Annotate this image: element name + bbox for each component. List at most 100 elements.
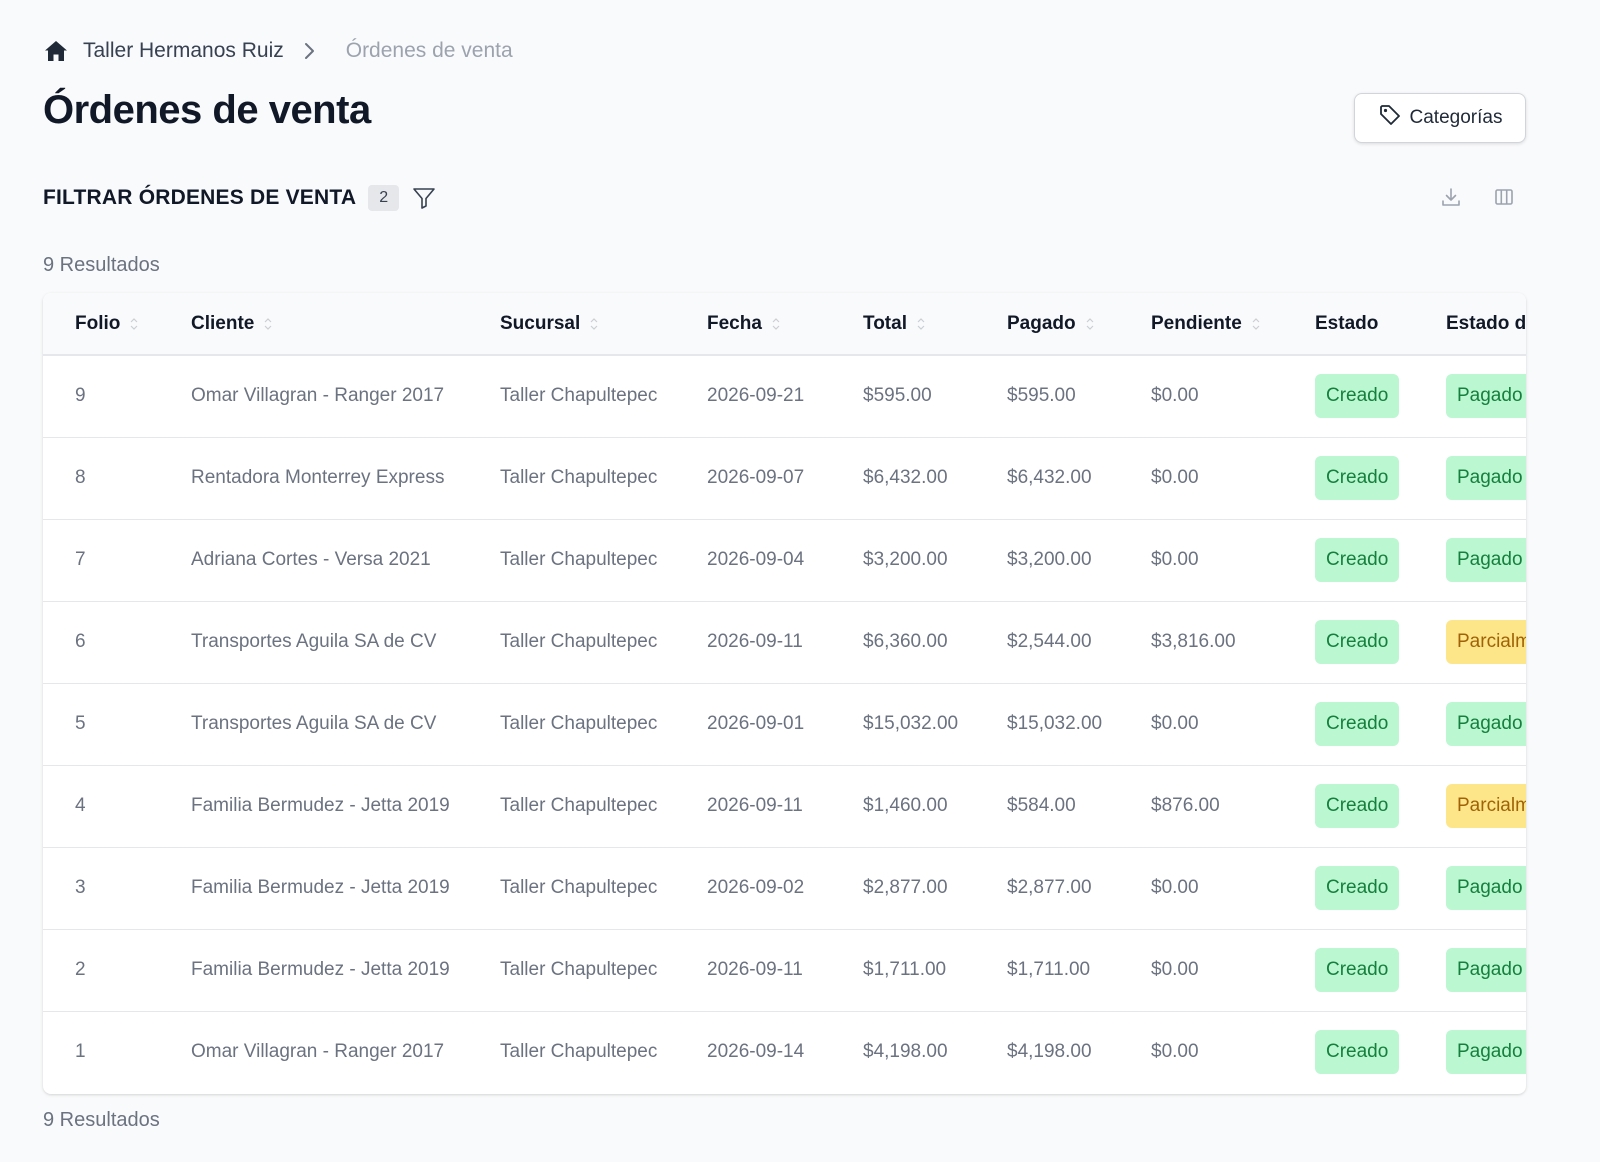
- cell-pendiente: $0.00: [1151, 1041, 1199, 1063]
- payment-status-badge: Pagado: [1446, 702, 1526, 746]
- table-row[interactable]: 6 Transportes Aguila SA de CV Taller Chapu…: [43, 601, 1526, 683]
- cell-fecha: 2026-09-04: [707, 549, 805, 570]
- table-row[interactable]: 7 Adriana Cortes - Versa 2021 Taller Chapu…: [43, 519, 1526, 601]
- cell-pendiente: $3,816.00: [1151, 631, 1236, 652]
- cell-pendiente: $0.00: [1151, 877, 1199, 898]
- column-header-cliente[interactable]: Cliente: [191, 293, 500, 355]
- payment-status-badge: Pagado: [1446, 456, 1526, 500]
- cell-pagado: $584.00: [1007, 795, 1076, 816]
- status-badge: Creado: [1315, 620, 1400, 664]
- cell-cliente: Familia Bermudez - Jetta 2019: [191, 959, 450, 980]
- tag-icon: [1378, 103, 1402, 133]
- column-header-folio[interactable]: Folio: [43, 293, 191, 355]
- cell-sucursal: Taller Chapultepec: [500, 877, 658, 898]
- sort-icon: [1252, 317, 1260, 331]
- cell-sucursal: Taller Chapultepec: [500, 959, 658, 980]
- table-row[interactable]: 5 Transportes Aguila SA de CV Taller Chapu…: [43, 683, 1526, 765]
- cell-fecha: 2026-09-21: [707, 385, 805, 407]
- payment-status-badge: Pagado: [1446, 374, 1526, 419]
- cell-total: $6,432.00: [863, 467, 948, 488]
- cell-sucursal: Taller Chapultepec: [500, 713, 658, 734]
- payment-status-badge: Parcialmente pagado: [1446, 784, 1526, 828]
- cell-folio: 3: [75, 877, 86, 898]
- table-row[interactable]: 1 Omar Villagran - Ranger 2017 Taller Chap…: [43, 1011, 1526, 1093]
- status-badge: Creado: [1315, 784, 1400, 828]
- columns-icon[interactable]: [1491, 184, 1517, 210]
- cell-total: $4,198.00: [863, 1041, 948, 1063]
- sales-orders-table: Folio Cliente Sucursal Fecha Total Pagad…: [43, 293, 1526, 1094]
- table-row[interactable]: 8 Rentadora Monterrey Express Taller Chapu…: [43, 437, 1526, 519]
- payment-status-badge: Pagado: [1446, 866, 1526, 910]
- cell-estado: Creado: [1315, 1011, 1446, 1093]
- cell-sucursal: Taller Chapultepec: [500, 1041, 658, 1063]
- cell-sucursal: Taller Chapultepec: [500, 795, 658, 816]
- status-badge: Creado: [1315, 456, 1400, 500]
- cell-estado: Creado: [1315, 519, 1446, 601]
- breadcrumb-item-workshop[interactable]: Taller Hermanos Ruiz: [83, 39, 284, 62]
- cell-sucursal: Taller Chapultepec: [500, 631, 658, 652]
- payment-status-badge: Pagado: [1446, 538, 1526, 582]
- status-badge: Creado: [1315, 948, 1400, 992]
- cell-fecha: 2026-09-14: [707, 1041, 805, 1063]
- breadcrumb: Taller Hermanos Ruiz Órdenes de venta: [43, 36, 513, 66]
- sort-icon: [1086, 317, 1094, 331]
- cell-folio: 5: [75, 713, 86, 734]
- column-header-estado: Estado: [1315, 312, 1379, 334]
- cell-cliente: Rentadora Monterrey Express: [191, 467, 445, 488]
- cell-total: $6,360.00: [863, 631, 948, 652]
- cell-pagado: $15,032.00: [1007, 713, 1103, 734]
- filter-icon[interactable]: [411, 185, 437, 211]
- sort-icon: [264, 317, 272, 331]
- cell-fecha: 2026-09-01: [707, 713, 805, 734]
- sort-icon: [590, 317, 598, 331]
- status-badge: Creado: [1315, 538, 1400, 582]
- filter-title: FILTRAR ÓRDENES DE VENTA: [43, 186, 357, 209]
- cell-pendiente: $0.00: [1151, 385, 1199, 407]
- table-row[interactable]: 2 Familia Bermudez - Jetta 2019 Taller Cha…: [43, 929, 1526, 1011]
- column-header-pendiente[interactable]: Pendiente: [1151, 293, 1315, 355]
- column-header-sucursal[interactable]: Sucursal: [500, 293, 707, 355]
- cell-sucursal: Taller Chapultepec: [500, 467, 658, 488]
- cell-pagado: $2,544.00: [1007, 631, 1092, 652]
- cell-total: $595.00: [863, 385, 932, 407]
- cell-pendiente: $0.00: [1151, 467, 1199, 488]
- column-header-pagado[interactable]: Pagado: [1007, 293, 1151, 355]
- cell-estado: Creado: [1315, 683, 1446, 765]
- cell-fecha: 2026-09-11: [707, 959, 803, 980]
- sort-icon: [772, 317, 780, 331]
- categories-button[interactable]: Categorías: [1354, 93, 1526, 143]
- cell-fecha: 2026-09-11: [707, 631, 803, 652]
- cell-estado-pago: Parcialmente pagado: [1446, 601, 1526, 683]
- cell-fecha: 2026-09-02: [707, 877, 805, 898]
- column-header-total[interactable]: Total: [863, 293, 1007, 355]
- cell-pagado: $6,432.00: [1007, 467, 1092, 488]
- table-body: 9 Omar Villagran - Ranger 2017 Taller Chap…: [43, 355, 1526, 1093]
- cell-estado-pago: Parcialmente pagado: [1446, 765, 1526, 847]
- payment-status-badge: Pagado: [1446, 948, 1526, 992]
- status-badge: Creado: [1315, 1030, 1400, 1075]
- filter-count-badge: 2: [368, 185, 400, 211]
- table-row[interactable]: 4 Familia Bermudez - Jetta 2019 Taller Cha…: [43, 765, 1526, 847]
- cell-estado-pago: Pagado: [1446, 929, 1526, 1011]
- cell-cliente: Transportes Aguila SA de CV: [191, 713, 437, 734]
- cell-cliente: Familia Bermudez - Jetta 2019: [191, 877, 450, 898]
- cell-pagado: $595.00: [1007, 385, 1076, 407]
- cell-estado: Creado: [1315, 929, 1446, 1011]
- column-header-fecha[interactable]: Fecha: [707, 293, 863, 355]
- categories-button-label: Categorías: [1409, 107, 1503, 128]
- cell-pendiente: $0.00: [1151, 713, 1199, 734]
- cell-estado: Creado: [1315, 437, 1446, 519]
- table-row[interactable]: 9 Omar Villagran - Ranger 2017 Taller Chap…: [43, 355, 1526, 437]
- table-row[interactable]: 3 Familia Bermudez - Jetta 2019 Taller Cha…: [43, 847, 1526, 929]
- status-badge: Creado: [1315, 866, 1400, 910]
- cell-pagado: $3,200.00: [1007, 549, 1092, 570]
- download-icon[interactable]: [1438, 184, 1464, 210]
- home-icon[interactable]: [43, 38, 69, 64]
- cell-pagado: $4,198.00: [1007, 1041, 1092, 1063]
- cell-total: $1,711.00: [863, 959, 947, 980]
- cell-estado-pago: Pagado: [1446, 519, 1526, 601]
- results-count-top: 9 Resultados: [43, 254, 160, 276]
- results-count-bottom: 9 Resultados: [43, 1109, 160, 1131]
- cell-folio: 8: [75, 467, 86, 488]
